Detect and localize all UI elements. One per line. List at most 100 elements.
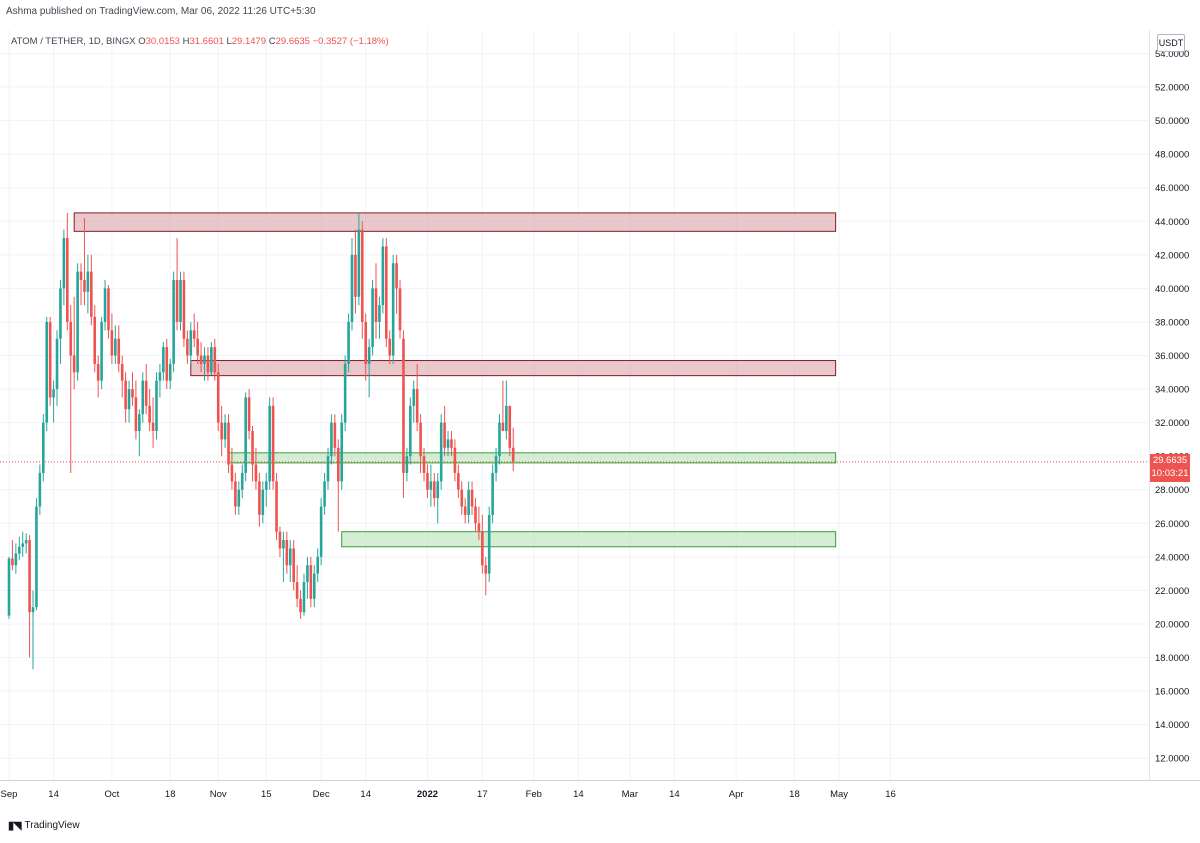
candle[interactable] [443, 405, 446, 457]
candle[interactable] [439, 414, 443, 490]
candle[interactable] [141, 372, 145, 423]
candle[interactable] [227, 414, 230, 473]
candle[interactable] [477, 506, 481, 541]
candle[interactable] [196, 321, 199, 364]
candle[interactable] [470, 481, 474, 515]
candle[interactable] [347, 313, 350, 373]
candle[interactable] [306, 556, 309, 599]
candle[interactable] [237, 481, 241, 515]
candle[interactable] [230, 447, 234, 490]
candle[interactable] [240, 464, 244, 499]
candle[interactable] [326, 447, 330, 490]
candle[interactable] [385, 238, 388, 348]
candle[interactable] [302, 573, 306, 616]
candle[interactable] [282, 531, 285, 583]
candle[interactable] [62, 229, 66, 306]
candle[interactable] [175, 238, 179, 331]
candle[interactable] [360, 221, 364, 339]
candle[interactable] [388, 330, 392, 364]
candle[interactable] [378, 296, 381, 339]
candle[interactable] [481, 514, 484, 574]
candle[interactable] [45, 316, 49, 432]
candle[interactable] [429, 464, 433, 507]
candle[interactable] [172, 271, 175, 373]
candle[interactable] [179, 271, 182, 331]
candle[interactable] [450, 431, 453, 457]
candle[interactable] [69, 305, 73, 473]
candle[interactable] [14, 543, 18, 574]
candle[interactable] [117, 325, 121, 373]
candle[interactable] [76, 263, 79, 381]
candle[interactable] [120, 355, 124, 398]
candle[interactable] [463, 498, 467, 524]
candle[interactable] [131, 372, 134, 406]
candle[interactable] [165, 338, 169, 390]
candle[interactable] [419, 414, 422, 473]
candle[interactable] [251, 425, 254, 482]
candle[interactable] [28, 535, 31, 658]
candle[interactable] [261, 481, 265, 524]
candle[interactable] [127, 380, 131, 423]
candle[interactable] [151, 397, 155, 448]
candle[interactable] [158, 363, 162, 398]
candle[interactable] [285, 531, 289, 574]
candle[interactable] [11, 540, 14, 571]
candle[interactable] [254, 447, 258, 490]
candle[interactable] [494, 447, 498, 482]
candle[interactable] [436, 472, 440, 524]
candle[interactable] [330, 414, 333, 465]
candle[interactable] [48, 316, 52, 406]
candle[interactable] [79, 263, 83, 306]
symbol-title[interactable]: ATOM / TETHER, 1D, BINGX [11, 36, 136, 47]
candle[interactable] [189, 321, 193, 364]
candle[interactable] [498, 414, 501, 465]
candle[interactable] [319, 498, 323, 566]
candle[interactable] [90, 254, 93, 326]
candle[interactable] [234, 472, 237, 515]
candle[interactable] [487, 506, 491, 583]
candle[interactable] [367, 338, 371, 398]
candle[interactable] [446, 431, 450, 457]
candle[interactable] [457, 464, 460, 499]
candle[interactable] [511, 427, 515, 472]
candle[interactable] [343, 355, 347, 432]
candle[interactable] [168, 358, 172, 390]
candle[interactable] [216, 363, 220, 432]
candle[interactable] [114, 325, 117, 364]
candle[interactable] [391, 254, 395, 364]
candle[interactable] [72, 296, 76, 390]
candle[interactable] [309, 556, 313, 608]
candle[interactable] [505, 380, 508, 440]
candle[interactable] [299, 590, 302, 619]
candle[interactable] [182, 271, 186, 348]
candle[interactable] [412, 380, 416, 423]
candle[interactable] [278, 526, 282, 557]
candle[interactable] [350, 238, 354, 331]
candle[interactable] [433, 472, 436, 507]
candle[interactable] [199, 342, 203, 373]
candle[interactable] [426, 464, 429, 499]
candle[interactable] [395, 254, 398, 314]
candle[interactable] [42, 414, 45, 482]
candle[interactable] [213, 338, 217, 381]
candle[interactable] [409, 397, 412, 465]
candle[interactable] [340, 414, 344, 490]
candle[interactable] [66, 212, 69, 331]
candle[interactable] [405, 447, 409, 482]
candle[interactable] [110, 313, 114, 364]
candle[interactable] [93, 305, 97, 373]
candle[interactable] [484, 556, 488, 596]
resistance-zone-middle[interactable] [190, 360, 837, 377]
candle[interactable] [155, 372, 158, 440]
candle[interactable] [203, 347, 206, 381]
candle[interactable] [371, 280, 374, 356]
candle[interactable] [275, 472, 278, 541]
footer-branding[interactable]: ▮◥ TradingView [8, 819, 80, 832]
candle[interactable] [453, 439, 457, 482]
support-zone-lower[interactable] [341, 531, 837, 548]
candle[interactable] [264, 472, 268, 507]
candle[interactable] [247, 389, 251, 440]
candle[interactable] [398, 280, 402, 339]
candle[interactable] [460, 481, 464, 515]
